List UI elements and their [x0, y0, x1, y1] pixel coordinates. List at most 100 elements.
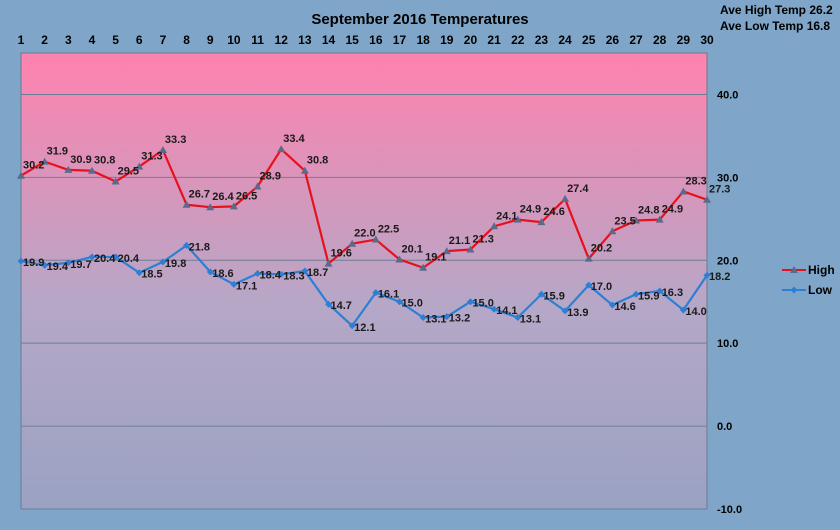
- data-label: 31.3: [141, 151, 162, 163]
- y-tick-label: 10.0: [717, 338, 738, 350]
- legend-item-high: High: [782, 263, 835, 277]
- x-tick-label: 27: [629, 33, 643, 47]
- plot-area: [20, 52, 708, 510]
- data-point: [490, 305, 498, 313]
- data-label: 12.1: [354, 322, 375, 334]
- x-tick-label: 20: [464, 33, 478, 47]
- x-tick-label: 12: [275, 33, 289, 47]
- legend-label-high: High: [808, 263, 835, 277]
- x-tick-label: 14: [322, 33, 336, 47]
- data-point: [87, 166, 96, 174]
- x-tick-label: 16: [369, 33, 383, 47]
- x-tick-label: 1: [18, 33, 25, 47]
- y-tick-label: 0.0: [717, 421, 732, 433]
- data-point: [656, 287, 664, 295]
- ave-low-label: Ave Low Temp: [720, 19, 803, 33]
- data-label: 27.3: [709, 184, 730, 196]
- ave-high-stat: Ave High Temp 26.2: [720, 3, 833, 17]
- series-line-low: [20, 244, 708, 327]
- x-tick-label: 13: [298, 33, 312, 47]
- x-tick-label: 15: [345, 33, 359, 47]
- data-label: 28.9: [260, 170, 281, 182]
- data-point: [561, 194, 570, 202]
- x-tick-label: 23: [535, 33, 549, 47]
- data-point: [324, 259, 333, 267]
- data-label: 19.8: [165, 258, 186, 270]
- data-point: [442, 247, 451, 255]
- x-tick-label: 17: [393, 33, 407, 47]
- chart-title: September 2016 Temperatures: [311, 11, 528, 28]
- data-point: [64, 259, 72, 267]
- x-tick-label: 30: [700, 33, 714, 47]
- data-label: 14.6: [614, 301, 635, 313]
- data-label: 20.4: [94, 253, 116, 265]
- data-label: 27.4: [567, 183, 589, 195]
- x-axis-ticks: 1 2 3 4 5 6 7 8 9 10 11 12 13 14 15 16 17 18 19 20 21 22 23 24 2…: [18, 33, 714, 47]
- data-point: [183, 241, 191, 249]
- data-point: [277, 270, 285, 278]
- data-label: 30.8: [307, 155, 328, 167]
- data-point: [584, 254, 593, 262]
- data-label: 15.0: [401, 298, 422, 310]
- data-label: 15.9: [638, 290, 659, 302]
- data-label: 19.4: [47, 261, 69, 273]
- data-label: 30.2: [23, 160, 44, 172]
- data-label: 33.3: [165, 134, 186, 146]
- legend: High Low: [782, 263, 835, 297]
- x-tick-label: 6: [136, 33, 143, 47]
- ave-low-stat: Ave Low Temp 16.8: [720, 19, 830, 33]
- data-point: [679, 187, 688, 195]
- data-label: 19.1: [425, 252, 446, 264]
- data-label: 18.6: [212, 268, 233, 280]
- y-tick-label: 20.0: [717, 255, 738, 267]
- data-label: 24.8: [638, 204, 659, 216]
- data-label: 31.9: [47, 146, 68, 158]
- data-label: 13.2: [449, 313, 470, 325]
- x-tick-label: 22: [511, 33, 525, 47]
- data-label: 18.7: [307, 267, 328, 279]
- x-tick-label: 19: [440, 33, 454, 47]
- data-point: [371, 235, 380, 243]
- data-point: [419, 263, 428, 271]
- data-point: [537, 290, 545, 298]
- legend-label-low: Low: [808, 283, 833, 297]
- data-label: 30.9: [70, 154, 91, 166]
- data-label: 20.4: [118, 253, 140, 265]
- data-point: [206, 268, 214, 276]
- data-point: [64, 165, 73, 173]
- data-labels: 30.231.930.9 30.829.531.333.326.7 26.4 26.5…: [23, 133, 730, 334]
- data-point: [513, 215, 522, 223]
- ave-high-label: Ave High Temp: [720, 3, 806, 17]
- data-point: [182, 200, 191, 208]
- x-tick-label: 10: [227, 33, 241, 47]
- data-label: 20.1: [401, 243, 422, 255]
- data-label: 20.2: [591, 243, 612, 255]
- data-label: 19.6: [331, 248, 352, 260]
- data-label: 21.1: [449, 235, 470, 247]
- x-tick-label: 29: [677, 33, 691, 47]
- data-point: [229, 202, 238, 210]
- x-tick-label: 2: [41, 33, 48, 47]
- data-point: [325, 300, 333, 308]
- legend-item-low: Low: [782, 283, 833, 297]
- data-label: 14.7: [331, 300, 352, 312]
- data-label: 26.5: [236, 190, 257, 202]
- data-point: [301, 267, 309, 275]
- data-point: [395, 298, 403, 306]
- data-point: [135, 269, 143, 277]
- data-label: 14.0: [685, 306, 706, 318]
- data-point: [443, 313, 451, 321]
- x-tick-label: 3: [65, 33, 72, 47]
- series-line-high: [20, 148, 708, 269]
- data-label: 17.1: [236, 280, 257, 292]
- x-tick-label: 7: [160, 33, 167, 47]
- data-point: [608, 301, 616, 309]
- x-tick-label: 25: [582, 33, 596, 47]
- data-point: [158, 146, 167, 154]
- data-point: [537, 218, 546, 226]
- data-label: 33.4: [283, 133, 305, 145]
- data-label: 15.9: [543, 290, 564, 302]
- x-tick-label: 24: [558, 33, 572, 47]
- data-label: 26.4: [212, 191, 234, 203]
- data-label: 13.1: [425, 313, 446, 325]
